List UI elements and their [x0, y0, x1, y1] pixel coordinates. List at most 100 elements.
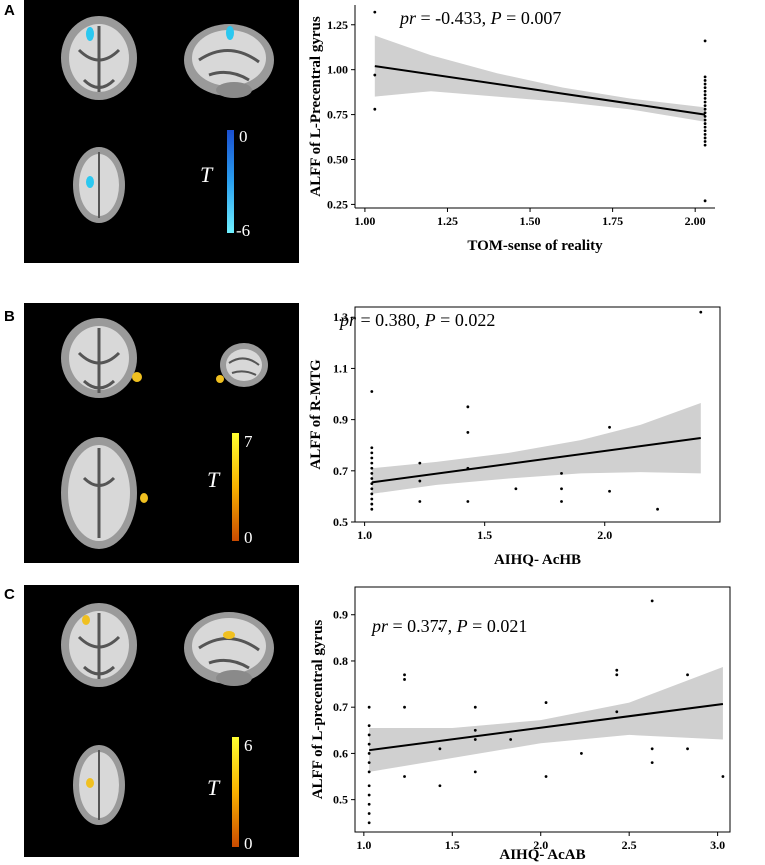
data-point: [703, 129, 707, 133]
y-tick-label: 0.8: [333, 654, 348, 668]
data-point: [367, 812, 371, 815]
data-point: [370, 497, 374, 501]
data-point: [466, 405, 470, 409]
y-tick-label: 1.1: [333, 361, 348, 375]
data-point: [615, 668, 619, 672]
activation-blob: [140, 493, 148, 503]
data-point: [703, 143, 707, 147]
data-point: [367, 724, 371, 728]
data-point: [370, 482, 374, 486]
colorbar-top-label: 6: [244, 736, 253, 755]
plot-frame: [354, 586, 731, 833]
panel-a: A 0 -6: [0, 0, 765, 285]
brain-slices-svg: 7 0 T: [61, 318, 268, 549]
data-point: [608, 425, 611, 429]
regression-line: [371, 437, 701, 484]
x-tick-label: 1.0: [357, 528, 372, 542]
data-point: [403, 775, 406, 778]
data-point: [703, 125, 707, 129]
y-axis-label: ALFF of R-MTG: [308, 359, 324, 470]
regression-line: [369, 702, 724, 752]
data-point: [367, 770, 371, 774]
y-tick-label: 0.7: [333, 700, 348, 714]
data-point: [370, 471, 374, 475]
data-point: [699, 310, 703, 314]
scatter-plot-a: 1.00 1.25 1.50 1.75 2.00 0.25 0.50 0.75 1.00 1.25…: [308, 5, 715, 254]
stat-value: = 0.022: [436, 310, 496, 330]
y-tick-label: 1.25: [327, 18, 348, 32]
x-axis-label: AIHQ- AcHB: [494, 552, 581, 568]
x-tick-label: 2.5: [622, 838, 637, 852]
activation-blob: [82, 615, 90, 625]
data-point: [686, 673, 689, 677]
data-point: [370, 477, 374, 480]
stat-symbol: pr: [370, 616, 389, 636]
data-point: [650, 761, 654, 765]
data-point: [509, 738, 513, 741]
data-point: [367, 793, 371, 797]
data-point: [367, 821, 371, 825]
t-symbol: T: [200, 162, 214, 187]
data-point: [650, 599, 654, 603]
data-point: [466, 466, 470, 470]
stat-symbol: P: [490, 8, 502, 28]
t-symbol: T: [207, 467, 221, 492]
data-point: [418, 500, 422, 503]
data-point: [373, 73, 377, 77]
data-point: [703, 118, 707, 122]
data-point: [473, 770, 477, 774]
activation-blob: [223, 631, 235, 639]
x-axis-label: AIHQ- AcAB: [499, 847, 585, 863]
data-point: [473, 728, 477, 732]
y-tick-label: 0.50: [327, 152, 348, 166]
data-point: [438, 627, 442, 631]
data-point: [544, 775, 548, 778]
data-point: [438, 747, 442, 751]
data-point: [373, 107, 377, 111]
data-point: [703, 82, 707, 86]
scatter-plot-c: 1.0 1.5 2.0 2.5 3.0 0.5 0.6 0.7 0.8 0.9 AIHQ- AcAB…: [310, 586, 731, 863]
activation-blob: [132, 372, 142, 382]
confidence-band: [369, 666, 723, 772]
colorbar: [232, 433, 239, 541]
y-axis-label: ALFF of L-Precentral gyrus: [308, 16, 324, 197]
data-point: [703, 89, 707, 93]
panel-label: B: [4, 308, 15, 325]
data-point: [370, 507, 374, 511]
y-tick-label: 0.5: [333, 793, 348, 807]
data-point: [367, 802, 371, 806]
brain-image: 6 0 T: [24, 585, 299, 857]
stat-value: = 0.377,: [388, 616, 457, 636]
data-point: [367, 761, 371, 765]
data-point: [615, 710, 619, 714]
stat-value: = 0.021: [468, 616, 528, 636]
data-point: [370, 466, 374, 470]
x-tick-label: 1.50: [520, 214, 541, 228]
data-point: [703, 114, 707, 118]
brain-image: 7 0 T: [24, 303, 299, 563]
activation-blob: [86, 778, 94, 788]
y-tick-label: 1.3: [333, 310, 348, 324]
data-point: [514, 487, 518, 491]
data-point: [703, 122, 707, 125]
data-point: [438, 784, 442, 788]
x-tick-label: 1.75: [602, 214, 623, 228]
y-axis-label: ALFF of L-precentral gyrus: [310, 620, 326, 800]
data-point: [560, 500, 563, 503]
data-point: [703, 104, 707, 108]
data-point: [703, 93, 707, 97]
stats-annotation: pr = 0.380, P = 0.022: [338, 310, 495, 330]
t-symbol: T: [207, 775, 221, 800]
x-tick-label: 1.25: [437, 214, 458, 228]
stat-value: = 0.380,: [356, 310, 425, 330]
x-tick-label: 1.00: [354, 214, 375, 228]
data-point: [367, 742, 371, 746]
y-tick-label: 0.9: [333, 608, 348, 622]
data-point: [473, 738, 477, 741]
data-point: [703, 140, 707, 143]
x-tick-label: 2.0: [533, 838, 548, 852]
data-point: [703, 97, 707, 100]
data-point: [367, 784, 371, 788]
data-point: [703, 100, 707, 104]
data-point: [686, 747, 689, 751]
